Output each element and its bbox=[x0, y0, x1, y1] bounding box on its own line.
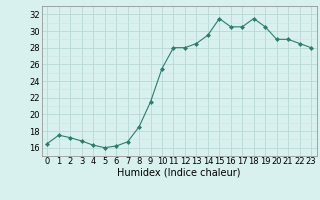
X-axis label: Humidex (Indice chaleur): Humidex (Indice chaleur) bbox=[117, 168, 241, 178]
